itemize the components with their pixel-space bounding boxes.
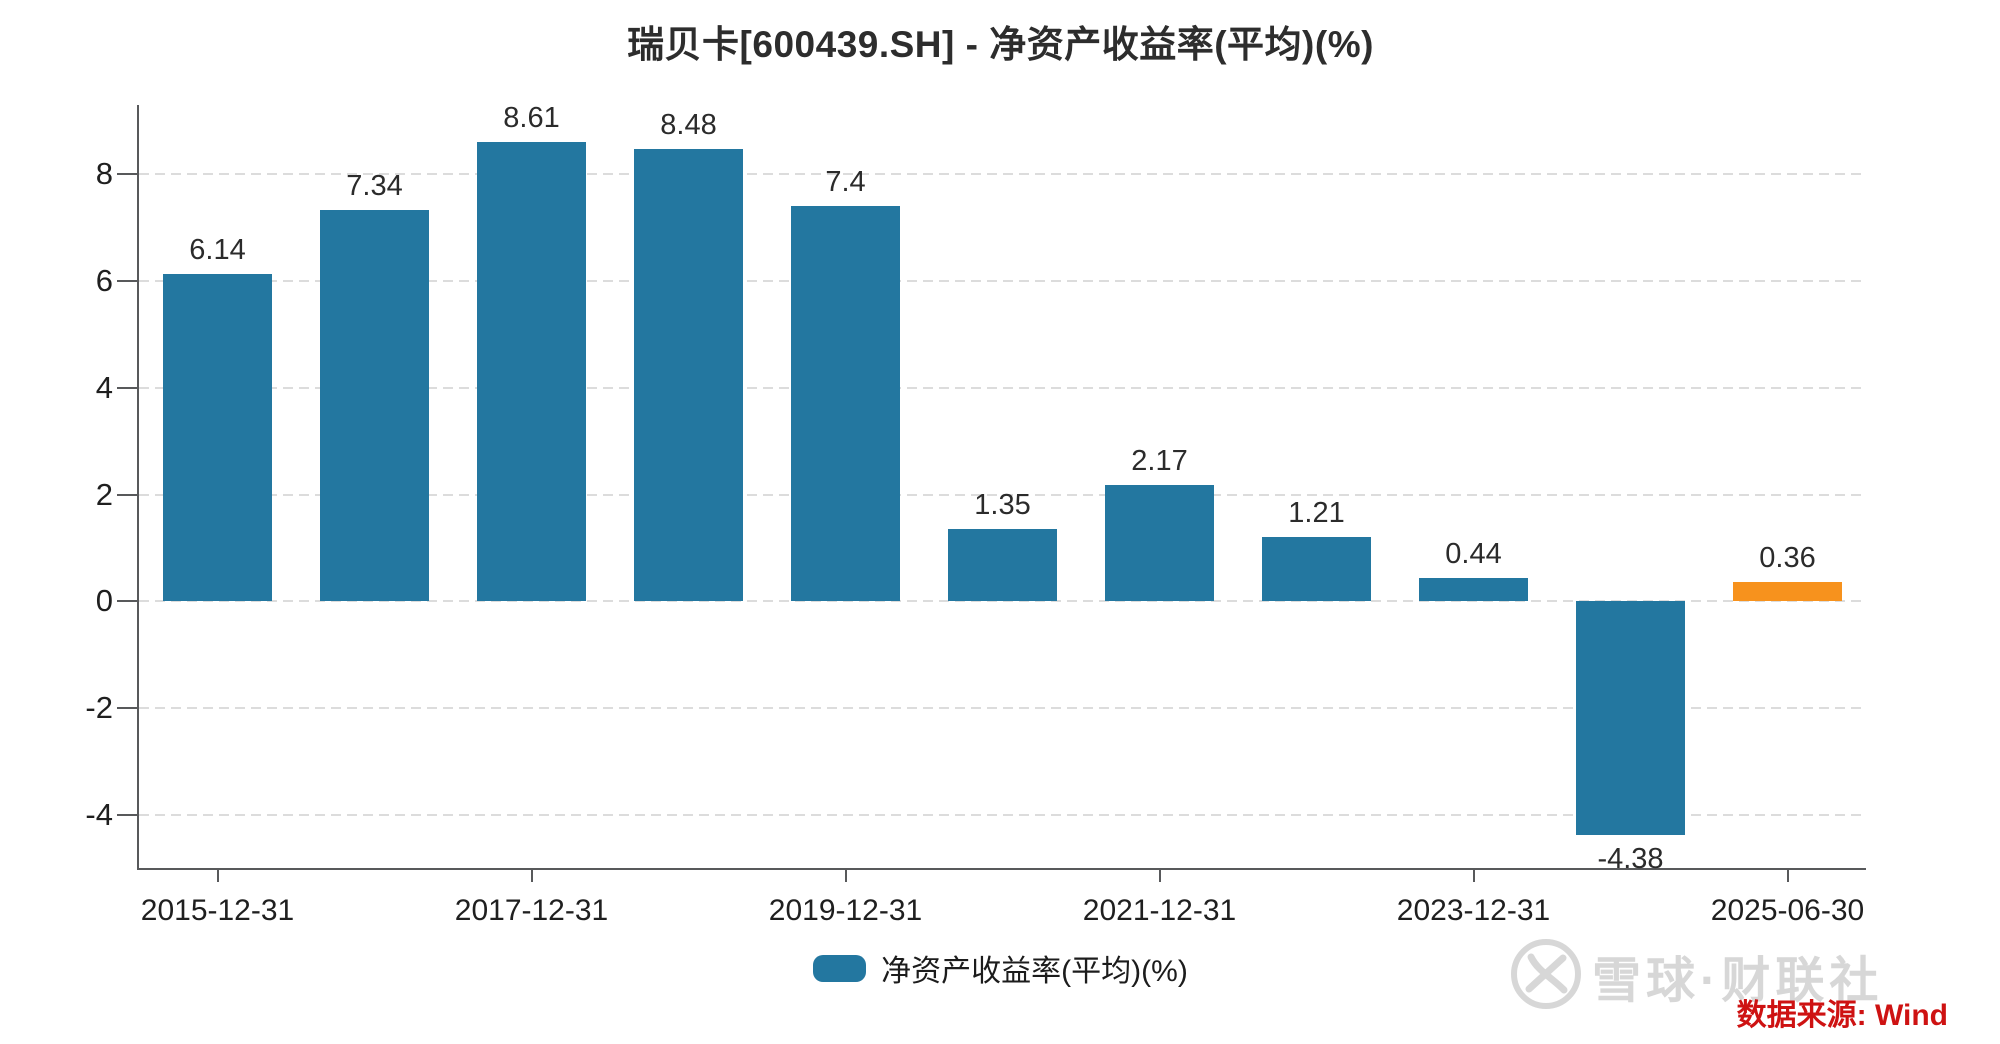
- x-axis-tick-label: 2023-12-31: [1396, 894, 1551, 927]
- x-axis-tick: [844, 868, 847, 882]
- gridline: [139, 386, 1866, 389]
- plot-area: 8 6 4 2 0 -2 -4 2015-12-31 2017-12-31 2019-12-31 2…: [85, 101, 1866, 927]
- chart-title: 瑞贝卡[600439.SH] - 净资产收益率(平均)(%): [627, 24, 1374, 65]
- legend: 净资产收益率(平均)(%): [137, 948, 1864, 988]
- x-axis-tick: [1158, 868, 1161, 882]
- y-axis-tick: [117, 173, 137, 176]
- gridline: [139, 706, 1866, 709]
- bar-2021-12-31[interactable]: [1105, 485, 1214, 602]
- y-axis-tick-label: 6: [95, 263, 113, 299]
- x-axis-tick: [530, 868, 533, 882]
- bar-2024-12-31[interactable]: [1576, 601, 1685, 835]
- gridline: [139, 813, 1866, 816]
- bar-2020-12-31[interactable]: [948, 529, 1057, 602]
- bar-value-label: 0.44: [1445, 537, 1502, 570]
- x-axis-tick: [1786, 868, 1789, 882]
- bar-2015-12-31[interactable]: [163, 273, 272, 602]
- y-axis-tick-label: 4: [95, 369, 113, 405]
- y-axis-tick-label: -2: [85, 689, 113, 725]
- bar-value-label: 2.17: [1131, 445, 1188, 478]
- y-axis-tick: [117, 706, 137, 709]
- bar-value-label: 8.61: [503, 101, 560, 134]
- bar-2025-06-30[interactable]: [1733, 582, 1842, 602]
- bar-2018-12-31[interactable]: [634, 148, 743, 602]
- gridline: [139, 173, 1866, 176]
- bar-2017-12-31[interactable]: [477, 141, 586, 602]
- y-axis-tick: [117, 493, 137, 496]
- gridline: [139, 600, 1866, 603]
- xueqiu-logo-icon: [1508, 936, 1584, 1017]
- legend-item-roe[interactable]: 净资产收益率(平均)(%): [813, 946, 1188, 990]
- legend-swatch: [813, 954, 867, 982]
- bar-value-label: 0.36: [1759, 542, 1816, 574]
- bar-2019-12-31[interactable]: [791, 206, 900, 602]
- y-axis-tick-label: -4: [85, 796, 113, 832]
- bar-2016-12-31[interactable]: [320, 209, 429, 602]
- x-axis-tick-label: 2025-06-30: [1710, 894, 1865, 927]
- bar-value-label: 1.35: [974, 489, 1031, 522]
- bar-value-label: 1.21: [1288, 496, 1345, 529]
- bar-value-label: 6.14: [189, 233, 246, 266]
- y-axis-tick-label: 8: [95, 156, 113, 192]
- bar-2023-12-31[interactable]: [1419, 577, 1528, 602]
- bar-value-label: 8.48: [660, 108, 717, 141]
- bar-2022-12-31[interactable]: [1262, 536, 1371, 602]
- y-axis-tick-label: 2: [95, 476, 113, 512]
- legend-label: 净资产收益率(平均)(%): [881, 955, 1188, 988]
- bar-value-label: 7.34: [346, 169, 403, 202]
- x-axis-tick-label: 2015-12-31: [140, 894, 295, 927]
- y-axis-tick: [117, 813, 137, 816]
- watermark-text: 雪球·财联社: [1592, 954, 1884, 1008]
- x-axis-tick: [1472, 868, 1475, 882]
- y-axis-tick-label: 0: [95, 583, 113, 619]
- gridline: [139, 280, 1866, 283]
- data-source-text: 数据来源: Wind: [1736, 999, 1948, 1032]
- y-axis-tick: [117, 280, 137, 283]
- y-axis-tick: [117, 386, 137, 389]
- x-axis-tick: [216, 868, 219, 882]
- x-axis-tick-label: 2017-12-31: [454, 894, 609, 927]
- x-axis-tick-label: 2019-12-31: [768, 894, 923, 927]
- gridline: [139, 493, 1866, 496]
- bar-value-label: -4.38: [1597, 842, 1664, 875]
- watermark: 雪球·财联社: [1508, 936, 1883, 1017]
- x-axis-tick-label: 2021-12-31: [1082, 894, 1237, 927]
- bar-value-label: 7.4: [825, 166, 866, 199]
- y-axis-tick: [117, 600, 137, 603]
